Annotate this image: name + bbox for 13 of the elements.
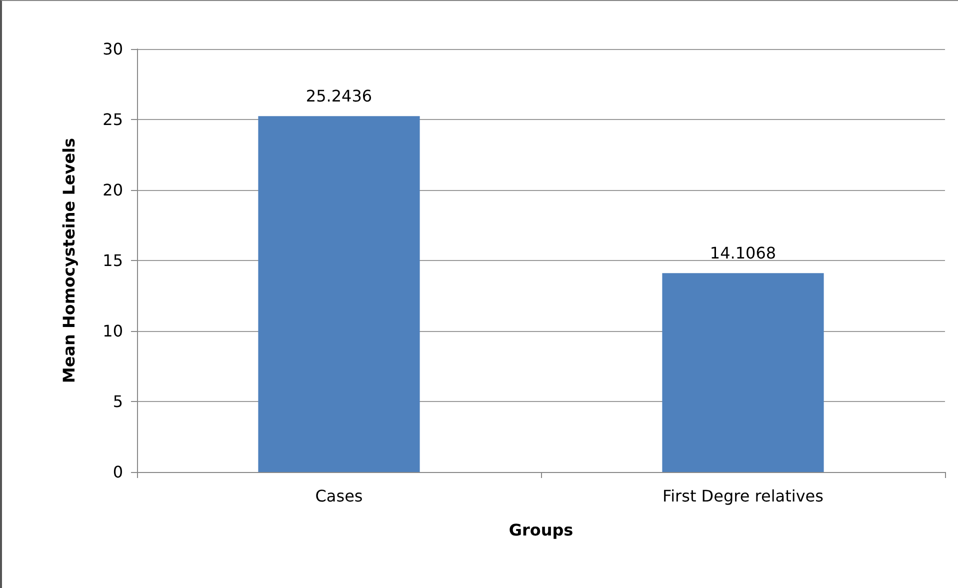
- y-tick-label: 0: [112, 462, 123, 482]
- x-tick-label: First Degre relatives: [662, 486, 824, 506]
- y-tick-label: 30: [102, 40, 123, 58]
- data-label: 25.2436: [306, 86, 372, 106]
- y-tick-label: 10: [102, 322, 123, 340]
- x-axis-title: Groups: [508, 520, 574, 540]
- y-tick-label: 5: [112, 392, 123, 411]
- y-tick-label: 25: [102, 110, 123, 129]
- x-tick-label: Cases: [315, 486, 363, 506]
- y-tick-label: 20: [102, 180, 123, 200]
- data-label: 14.1068: [710, 244, 776, 263]
- y-axis-title: Mean Homocysteine Levels: [60, 138, 78, 384]
- y-tick-label: 15: [102, 251, 123, 270]
